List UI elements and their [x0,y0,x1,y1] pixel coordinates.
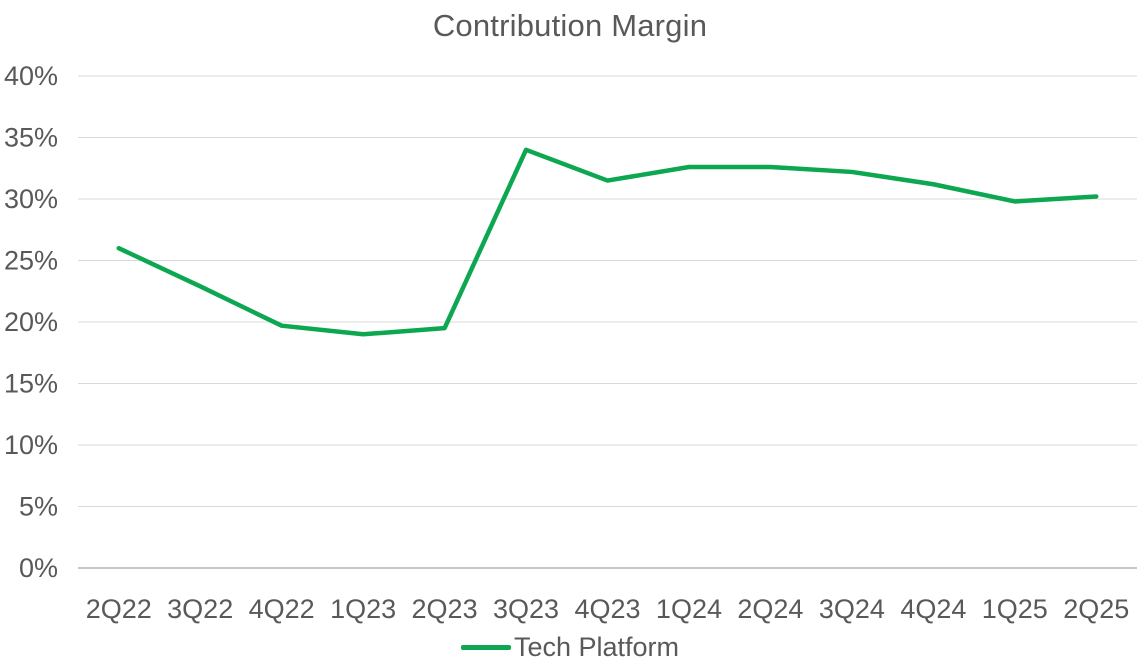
x-tick-label: 1Q24 [656,594,722,624]
y-tick-label: 5% [19,492,58,522]
x-tick-label: 2Q24 [737,594,803,624]
x-tick-label: 4Q24 [900,594,966,624]
y-tick-label: 10% [4,430,58,460]
y-tick-label: 35% [4,123,58,153]
y-tick-label: 15% [4,369,58,399]
x-tick-label: 4Q22 [249,594,315,624]
chart-title: Contribution Margin [432,8,708,43]
x-tick-label: 2Q23 [412,594,478,624]
legend-line-swatch [460,645,511,650]
legend-series-label: Tech Platform [513,632,680,662]
x-tick-label: 4Q23 [574,594,640,624]
y-tick-label: 20% [4,307,58,337]
y-tick-label: 40% [4,61,58,91]
x-tick-label: 3Q24 [819,594,885,624]
y-tick-label: 0% [19,553,58,583]
y-tick-label: 30% [4,184,58,214]
y-tick-label: 25% [4,246,58,276]
x-tick-label: 2Q22 [86,594,152,624]
x-tick-label: 2Q25 [1063,594,1129,624]
x-tick-label: 1Q25 [982,594,1048,624]
series-line [116,147,1099,337]
legend: Tech Platform [0,632,1140,663]
x-tick-label: 3Q23 [493,594,559,624]
x-tick-label: 3Q22 [167,594,233,624]
x-tick-label: 1Q23 [330,594,396,624]
